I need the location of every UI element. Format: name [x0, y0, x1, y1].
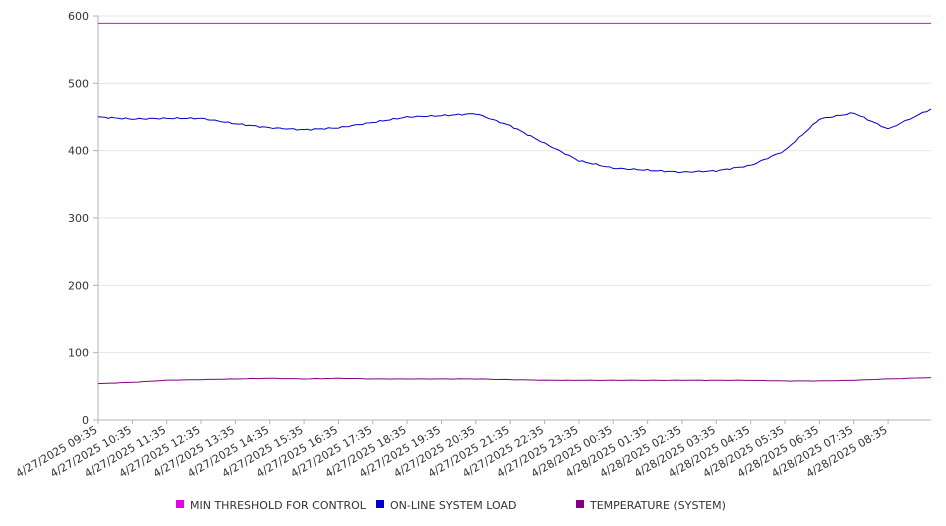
y-tick-label: 100: [68, 347, 89, 360]
legend-label: ON-LINE SYSTEM LOAD: [390, 499, 516, 512]
y-tick-label: 200: [68, 279, 89, 292]
y-tick-label: 300: [68, 212, 89, 225]
series-line-3: [97, 377, 932, 385]
y-tick-label: 500: [68, 77, 89, 90]
legend-swatch: [576, 500, 584, 508]
y-axis-ticks: 0 100 200 300 400 500 600: [68, 10, 98, 427]
legend-label: TEMPERATURE (SYSTEM): [589, 499, 726, 512]
x-axis-ticks: 4/27/2025 09:354/27/2025 10:354/27/2025 …: [14, 420, 890, 480]
y-tick-label: 600: [68, 10, 89, 23]
legend: MIN THRESHOLD FOR CONTROL ON-LINE SYSTEM …: [176, 499, 726, 512]
y-tick-label: 400: [68, 145, 89, 158]
legend-swatch: [376, 500, 384, 508]
series-lines: [97, 22, 932, 385]
grid-lines: [98, 15, 931, 354]
y-tick-label: 0: [82, 414, 89, 427]
series-line-2: [97, 108, 932, 174]
legend-swatch: [176, 500, 184, 508]
legend-label: MIN THRESHOLD FOR CONTROL: [190, 499, 367, 512]
